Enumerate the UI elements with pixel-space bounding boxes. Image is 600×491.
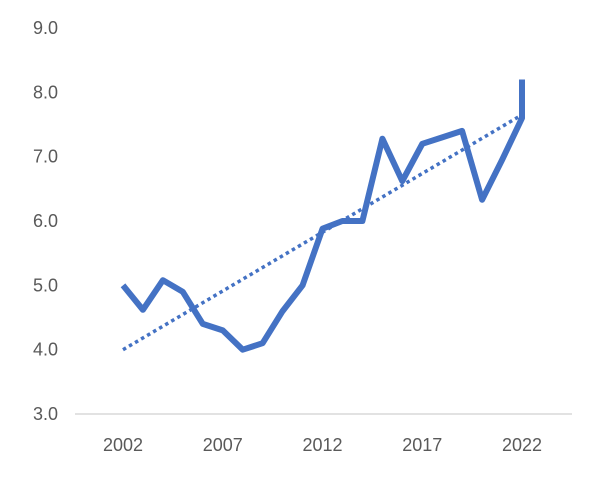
- series-line: [120, 79, 525, 353]
- y-tick-label: 8.0: [33, 82, 58, 102]
- x-tick-label: 2002: [103, 435, 143, 455]
- series-layer: [120, 79, 525, 353]
- y-axis-tick-labels: 3.0 4.0 5.0 6.0 7.0 8.0 9.0: [33, 18, 58, 424]
- x-tick-label: 2022: [502, 435, 542, 455]
- y-tick-label: 5.0: [33, 275, 58, 295]
- trendline: [122, 113, 523, 352]
- y-tick-label: 3.0: [33, 404, 58, 424]
- y-tick-label: 6.0: [33, 211, 58, 231]
- y-tick-label: 9.0: [33, 18, 58, 38]
- x-axis-tick-labels: 2002 2007 2012 2017 2022: [103, 435, 542, 455]
- y-tick-label: 4.0: [33, 340, 58, 360]
- y-tick-label: 7.0: [33, 147, 58, 167]
- x-tick-label: 2007: [203, 435, 243, 455]
- x-tick-label: 2017: [402, 435, 442, 455]
- x-tick-label: 2012: [302, 435, 342, 455]
